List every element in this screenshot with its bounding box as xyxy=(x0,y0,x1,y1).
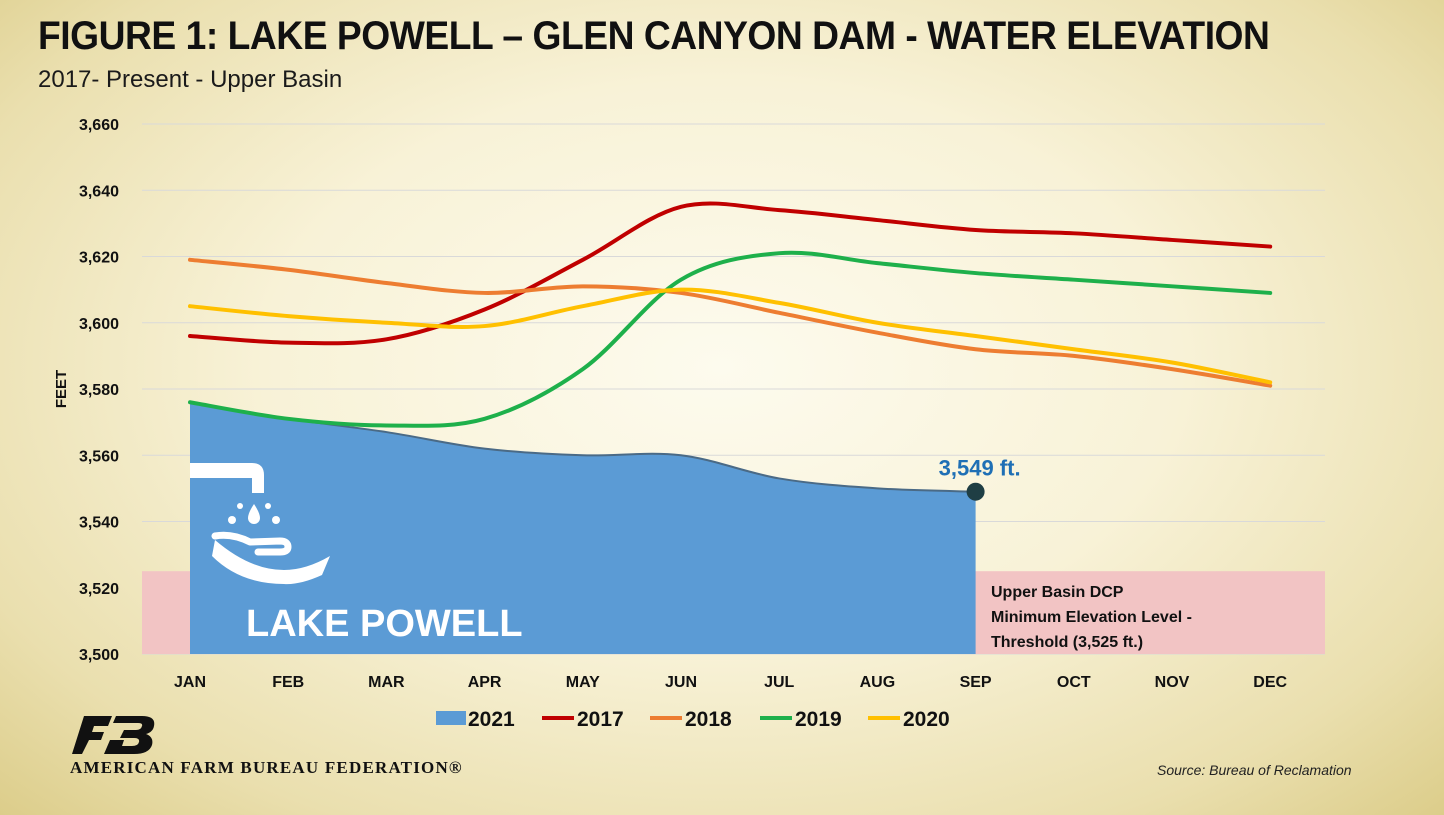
x-axis-ticks: JAN FEB MAR APR MAY JUN JUL AUG SEP OCT NOV DEC xyxy=(174,674,1288,691)
series-2019-line xyxy=(188,250,1273,428)
legend: 2021 2017 2018 2019 2020 xyxy=(436,708,950,731)
x-tick-label: JUL xyxy=(764,674,794,691)
y-tick-label: 3,560 xyxy=(79,448,119,465)
series-2018-line xyxy=(188,257,1273,388)
x-tick-label: JAN xyxy=(174,674,206,691)
y-tick-label: 3,660 xyxy=(79,117,119,134)
series-lines xyxy=(188,201,1273,428)
y-tick-label: 3,580 xyxy=(79,382,119,399)
y-tick-label: 3,620 xyxy=(79,250,119,267)
series-2020-line xyxy=(188,287,1273,385)
x-tick-label: APR xyxy=(468,674,502,691)
x-tick-label: NOV xyxy=(1155,674,1190,691)
y-tick-label: 3,600 xyxy=(79,316,119,333)
y-tick-label: 3,500 xyxy=(79,647,119,664)
x-tick-label: AUG xyxy=(860,674,896,691)
y-axis-ticks: 3,500 3,520 3,540 3,560 3,580 3,600 3,620 3,640… xyxy=(79,117,119,664)
legend-label-2018: 2018 xyxy=(685,708,732,731)
y-axis-title: FEET xyxy=(53,370,70,408)
organization-name: AMERICAN FARM BUREAU FEDERATION® xyxy=(70,758,463,777)
latest-value-point xyxy=(966,482,985,501)
latest-value-label: 3,549 ft. xyxy=(939,456,1021,481)
x-tick-label: SEP xyxy=(960,674,992,691)
x-tick-label: MAR xyxy=(368,674,405,691)
source-note: Source: Bureau of Reclamation xyxy=(1157,762,1352,778)
series-2021-area xyxy=(190,402,976,654)
page-title: FIGURE 1: LAKE POWELL – GLEN CANYON DAM … xyxy=(38,14,1270,58)
x-tick-label: OCT xyxy=(1057,674,1091,691)
legend-label-2021: 2021 xyxy=(468,708,515,731)
threshold-label-line: Minimum Elevation Level - xyxy=(991,609,1192,626)
faucet-hand-water-icon xyxy=(190,463,330,585)
y-tick-label: 3,640 xyxy=(79,183,119,200)
threshold-label-line: Upper Basin DCP xyxy=(991,584,1124,601)
legend-label-2017: 2017 xyxy=(577,708,624,731)
threshold-label-line: Threshold (3,525 ft.) xyxy=(991,634,1143,651)
legend-label-2019: 2019 xyxy=(795,708,842,731)
afbf-logo-mark xyxy=(72,716,155,754)
x-tick-label: DEC xyxy=(1253,674,1287,691)
legend-label-2020: 2020 xyxy=(903,708,950,731)
y-tick-label: 3,540 xyxy=(79,515,119,532)
page-subtitle: 2017- Present - Upper Basin xyxy=(38,66,343,93)
y-tick-label: 3,520 xyxy=(79,581,119,598)
afbf-logo xyxy=(72,716,155,754)
threshold-label: Upper Basin DCP Minimum Elevation Level … xyxy=(991,584,1192,651)
series-2017-line xyxy=(188,201,1273,346)
x-tick-label: MAY xyxy=(566,674,600,691)
x-tick-label: JUN xyxy=(665,674,697,691)
x-tick-label: FEB xyxy=(272,674,304,691)
legend-swatch-2021 xyxy=(436,711,466,725)
lake-powell-label: LAKE POWELL xyxy=(246,603,523,645)
